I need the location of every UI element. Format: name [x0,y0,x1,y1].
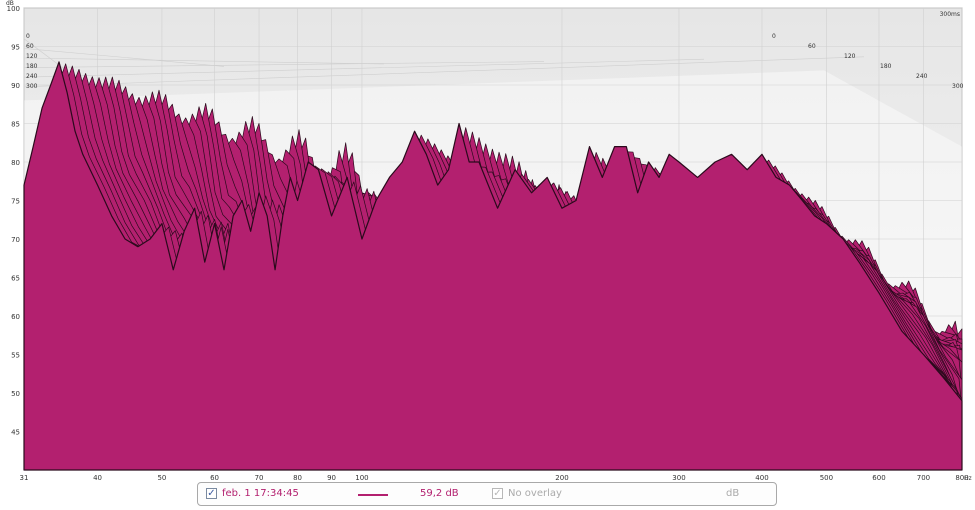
y-tick-label: 80 [11,159,20,167]
y-tick-label: 95 [11,44,20,52]
x-tick-label: 50 [157,474,166,482]
time-tick-left: 120 [26,53,38,60]
x-tick-label: 600 [872,474,885,482]
legend-bar: ✓ feb. 1 17:34:45 59,2 dB ✓ No overlay d… [197,482,777,506]
x-tick-label: 800 [955,474,968,482]
grid-time [23,48,225,67]
axes: 31 40 50 60 70 80 90 100 200 300 400 500 600 700 800Hz… [6,0,972,482]
time-end-label: 300ms [940,11,960,18]
grid-time [23,58,705,78]
y-tick-label: 90 [11,82,20,90]
x-tick-label: 31 [20,474,29,482]
y-tick-label: 50 [11,390,20,398]
x-tick-label: 400 [755,474,768,482]
grid-time [23,61,545,68]
front-slice [23,61,963,471]
time-tick-left: 0 [26,33,30,40]
x-tick-label: 200 [555,474,568,482]
y-tick-label: 85 [11,121,20,129]
grid-time [23,56,865,88]
grid-time [23,57,385,65]
overlay-label: No overlay [508,488,562,499]
y-tick-label: 100 [7,5,20,13]
series-value: 59,2 dB [420,488,459,499]
x-tick-label: 700 [917,474,930,482]
time-tick-left: 240 [26,73,38,80]
time-tick-right: 180 [880,63,892,70]
y-tick-label: 65 [11,275,20,283]
series-label: feb. 1 17:34:45 [222,488,299,499]
overlay-checkbox[interactable]: ✓ [492,488,503,499]
y-tick-label: 55 [11,352,20,360]
y-unit-label: dB [6,0,14,7]
time-tick-left: 300 [26,83,38,90]
time-tick-right: 120 [844,53,856,60]
x-tick-label: 70 [255,474,264,482]
grid-time [23,38,65,70]
time-tick-right: 300 [952,83,964,90]
time-tick-left: 180 [26,63,38,70]
time-tick-right: 0 [772,33,776,40]
x-tick-label: 80 [293,474,302,482]
y-tick-label: 70 [11,236,20,244]
series-color-swatch [358,494,388,496]
waterfall-slices [23,61,963,471]
unit-label: dB [726,488,740,499]
x-unit-label: Hz [964,475,972,482]
x-tick-label: 100 [355,474,368,482]
x-tick-label: 60 [210,474,219,482]
x-tick-label: 40 [93,474,102,482]
waterfall-chart: 31 40 50 60 70 80 90 100 200 300 400 500 600 700 800Hz… [6,0,972,482]
y-tick-label: 75 [11,198,20,206]
x-tick-label: 500 [820,474,833,482]
x-tick-label: 90 [327,474,336,482]
time-tick-left: 60 [26,43,34,50]
x-tick-label: 300 [672,474,685,482]
series-checkbox[interactable]: ✓ [206,488,217,499]
y-tick-label: 45 [11,429,20,437]
time-tick-right: 240 [916,73,928,80]
time-tick-right: 60 [808,43,816,50]
y-tick-label: 60 [11,313,20,321]
